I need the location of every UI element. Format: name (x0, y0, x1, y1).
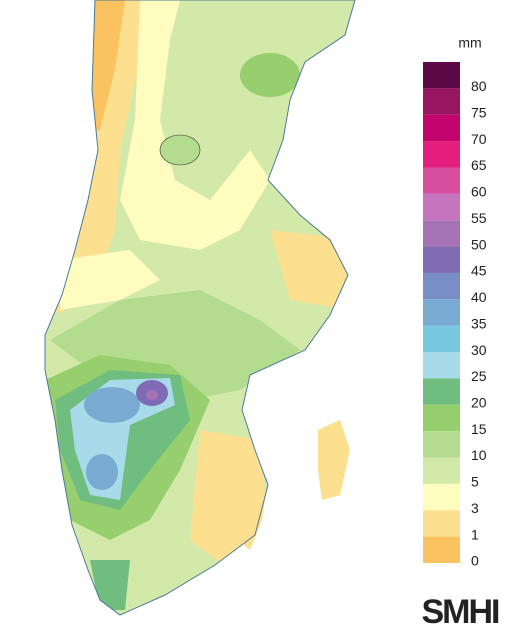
southeast-dry (190, 430, 270, 570)
legend-swatch (423, 114, 460, 142)
legend-swatch (423, 220, 460, 247)
legend-label: 45 (471, 263, 487, 279)
south-50 (146, 390, 158, 400)
south-35 (84, 387, 140, 423)
legend-swatch (423, 483, 460, 511)
legend-swatch (423, 325, 460, 353)
legend-label: 35 (471, 315, 487, 331)
south-35b (86, 454, 118, 490)
legend-label: 0 (471, 553, 479, 569)
legend-label: 3 (471, 500, 479, 516)
legend-swatch (423, 62, 460, 89)
north-wet (240, 53, 300, 97)
legend-swatch (423, 193, 460, 221)
legend-swatch (423, 457, 460, 484)
legend-swatch (423, 141, 460, 168)
west-light (60, 250, 160, 310)
legend-swatch (423, 352, 460, 379)
legend-swatch (423, 246, 460, 273)
legend-label: 70 (471, 131, 487, 147)
legend-label: 80 (471, 78, 487, 94)
legend-label: 10 (471, 447, 487, 463)
legend-label: 40 (471, 289, 487, 305)
skane-wet (90, 560, 130, 610)
gotland-dry (300, 400, 355, 520)
logo: SMHI (422, 593, 500, 631)
legend-swatch (423, 536, 460, 563)
legend-swatch (423, 272, 460, 300)
legend-swatch (423, 404, 460, 432)
legend-swatch (423, 299, 460, 326)
legend-label: 65 (471, 157, 487, 173)
legend-label: 75 (471, 104, 487, 120)
legend-label: 1 (471, 526, 479, 542)
legend-label: 5 (471, 474, 479, 490)
legend-swatch (423, 378, 460, 405)
north-blob (159, 134, 201, 166)
legend-label: 25 (471, 368, 487, 384)
legend-swatch (423, 510, 460, 537)
legend-label: 30 (471, 342, 487, 358)
legend-label: 15 (471, 421, 487, 437)
light-region (120, 0, 270, 250)
legend-swatch (423, 167, 460, 194)
legend-label: 50 (471, 236, 487, 252)
legend-swatch (423, 88, 460, 115)
map (45, 0, 355, 615)
legend-unit: mm (458, 35, 481, 51)
legend-label: 60 (471, 184, 487, 200)
legend-label: 20 (471, 394, 487, 410)
legend-label: 55 (471, 210, 487, 226)
legend-swatch (423, 431, 460, 458)
